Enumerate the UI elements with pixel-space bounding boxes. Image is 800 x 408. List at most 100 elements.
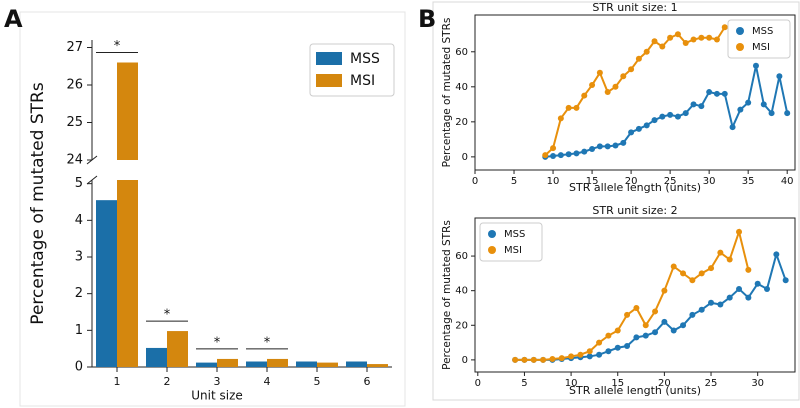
data-point [726, 294, 733, 301]
y-tick-label: 26 [66, 78, 83, 93]
bar [117, 180, 138, 367]
data-point [573, 104, 580, 111]
data-point [661, 318, 668, 325]
y-tick-label: 20 [455, 117, 468, 128]
data-point [698, 103, 705, 110]
y-tick-label: 24 [66, 153, 83, 168]
x-tick-label: 40 [781, 176, 794, 187]
panel-frame [19, 11, 406, 407]
data-point [624, 311, 631, 318]
data-point [736, 285, 743, 292]
x-tick-label: 0 [475, 378, 481, 389]
data-point [633, 334, 640, 341]
data-point [680, 270, 687, 277]
data-point [558, 355, 565, 362]
bar [117, 62, 138, 160]
data-point [661, 287, 668, 294]
legend-marker [488, 230, 496, 238]
x-tick-label: 2 [164, 375, 171, 388]
data-point [752, 62, 759, 69]
data-point [512, 356, 519, 363]
data-point [726, 256, 733, 263]
data-point [542, 152, 549, 159]
data-point [706, 89, 713, 96]
data-point [754, 280, 761, 287]
data-point [614, 344, 621, 351]
data-point [620, 73, 627, 80]
x-tick-label: 5 [314, 375, 321, 388]
data-point [659, 113, 666, 120]
x-tick-label: 5 [511, 176, 517, 187]
data-point [674, 31, 681, 38]
x-tick-label: 15 [586, 176, 599, 187]
data-point [624, 343, 631, 350]
legend-marker [736, 27, 744, 35]
bar [367, 364, 388, 367]
data-point [721, 24, 728, 31]
y-axis-label: Percentage of mutated STRs [28, 82, 48, 325]
data-point [713, 36, 720, 43]
data-point [521, 356, 528, 363]
plot-frame [474, 217, 796, 373]
data-point [628, 129, 635, 136]
data-point [745, 99, 752, 106]
x-axis-label: STR allele length (units) [569, 384, 701, 397]
data-point [565, 151, 572, 158]
data-point [708, 265, 715, 272]
data-point [612, 83, 619, 90]
legend-label: MSS [350, 51, 380, 67]
x-tick-label: 0 [472, 176, 478, 187]
significance-label: * [264, 335, 271, 350]
data-point [550, 152, 557, 159]
x-tick-label: 30 [703, 176, 716, 187]
significance-label: * [164, 308, 171, 323]
data-point [782, 277, 789, 284]
plot-frame [474, 14, 796, 171]
y-tick-label: 2 [75, 286, 83, 301]
bar [267, 358, 288, 367]
x-tick-label: 20 [658, 378, 671, 389]
data-point [708, 299, 715, 306]
data-point [568, 353, 575, 360]
y-tick-label: 40 [455, 82, 468, 93]
data-point [642, 322, 649, 329]
data-point [565, 104, 572, 111]
data-point [642, 332, 649, 339]
x-tick-label: 35 [742, 176, 755, 187]
data-point [605, 332, 612, 339]
panel-letter: A [4, 5, 23, 33]
y-tick-label: 0 [462, 355, 468, 366]
data-point [698, 34, 705, 41]
legend-label: MSI [350, 73, 375, 89]
data-point [682, 40, 689, 47]
legend-label: MSI [504, 245, 522, 256]
data-point [670, 263, 677, 270]
data-point [729, 124, 736, 131]
significance-label: * [214, 335, 221, 350]
x-tick-label: 20 [625, 176, 638, 187]
y-tick-label: 4 [75, 213, 83, 228]
data-point [596, 351, 603, 358]
data-point [717, 249, 724, 256]
data-point [773, 251, 780, 258]
x-tick-label: 25 [705, 378, 718, 389]
data-point [612, 142, 619, 149]
panel-letter: B [418, 5, 436, 33]
bar [246, 361, 267, 367]
y-tick-label: 60 [455, 251, 468, 262]
x-tick-label: 4 [264, 375, 271, 388]
data-point [776, 73, 783, 80]
axis-break [86, 175, 98, 185]
y-tick-label: 5 [75, 176, 83, 191]
data-point [667, 34, 674, 41]
bar [346, 361, 367, 367]
data-point [768, 110, 775, 117]
data-point [760, 101, 767, 108]
data-point [620, 139, 627, 146]
data-point [651, 117, 658, 124]
data-point [581, 148, 588, 155]
data-point [670, 327, 677, 334]
y-tick-label: 27 [66, 40, 83, 55]
data-point [605, 348, 612, 355]
data-point [596, 69, 603, 76]
